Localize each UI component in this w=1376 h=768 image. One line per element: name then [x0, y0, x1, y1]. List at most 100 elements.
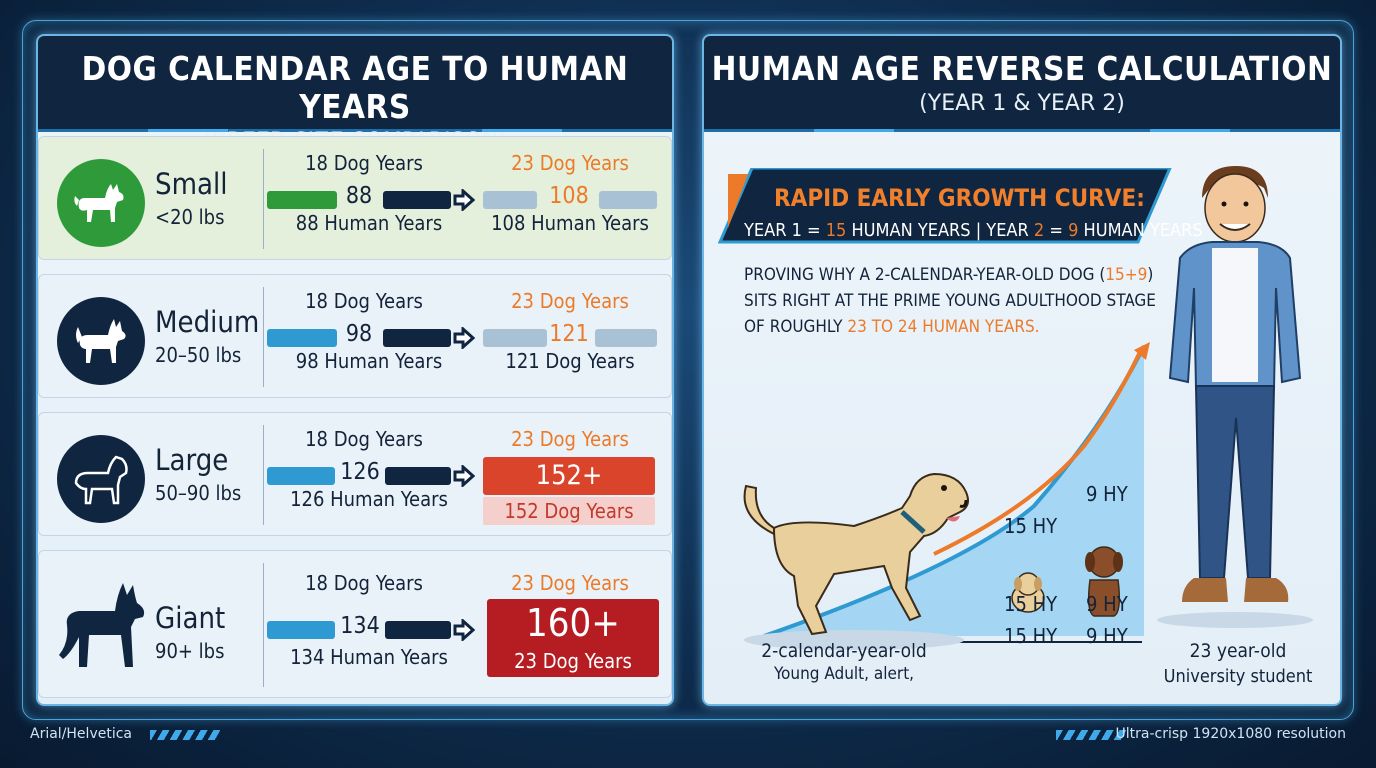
- divider: [263, 563, 264, 687]
- col2-value: 152+: [535, 460, 603, 491]
- col2-bar: [483, 329, 547, 347]
- col1-bar-tail: [383, 329, 451, 347]
- left-panel-header: DOG CALENDAR AGE TO HUMAN YEARS (BREED S…: [38, 36, 672, 154]
- medium-dog-icon: [57, 297, 145, 385]
- banner-highlight: 2: [1033, 220, 1045, 241]
- col1-value: 126: [340, 459, 380, 485]
- banner-title: RAPID EARLY GROWTH CURVE:: [774, 184, 1145, 212]
- col1-bar: [267, 329, 337, 347]
- banner-text: =: [1044, 220, 1069, 241]
- breed-name: Large: [155, 443, 229, 477]
- hy-label: 9 HY: [1086, 482, 1128, 506]
- col2-label: 23 Dog Years: [511, 289, 629, 313]
- right-panel-title: HUMAN AGE REVERSE CALCULATION: [711, 49, 1333, 88]
- breed-name: Medium: [155, 305, 260, 339]
- breed-weight: 90+ lbs: [155, 639, 225, 663]
- banner-text: HUMAN YEARS | YEAR: [846, 220, 1034, 241]
- banner-subtitle: YEAR 1 = 15 HUMAN YEARS | YEAR 2 = 9 HUM…: [744, 220, 1203, 241]
- small-dog-icon: [57, 159, 145, 247]
- right-panel-header: HUMAN AGE REVERSE CALCULATION (YEAR 1 & …: [704, 36, 1340, 132]
- hy-label: 9 HY: [1086, 592, 1128, 616]
- breed-weight: <20 lbs: [155, 205, 225, 229]
- col1-bar-tail: [383, 191, 451, 209]
- proof-highlight: 23 TO 24 HUMAN YEARS.: [847, 317, 1040, 337]
- arrow-right-icon: [453, 327, 475, 349]
- col2-highlight-box: [487, 599, 659, 677]
- left-panel-title: DOG CALENDAR AGE TO HUMAN YEARS: [81, 49, 629, 126]
- col2-caption: 121 Dog Years: [505, 349, 635, 373]
- col2-highlight-box: [483, 457, 655, 495]
- col1-caption: 126 Human Years: [290, 487, 448, 511]
- col2-value: 121: [549, 321, 589, 347]
- breed-weight: 50–90 lbs: [155, 481, 242, 505]
- col1-label: 18 Dog Years: [305, 151, 423, 175]
- proof-text: PROVING WHY A 2-CALENDAR-YEAR-OLD DOG (1…: [744, 262, 1164, 340]
- col1-caption: 98 Human Years: [295, 349, 443, 373]
- brown-dog-icon: [1085, 546, 1123, 617]
- hy-label: 9 HY: [1086, 624, 1128, 648]
- right-panel-subtitle: (YEAR 1 & YEAR 2): [919, 91, 1125, 116]
- puppy-icon: [1011, 572, 1045, 613]
- growth-curve-banner: [718, 168, 1172, 244]
- col2-caption: 152 Dog Years: [504, 499, 634, 523]
- breed-row-small: Small <20 lbs 18 Dog Years 88 88 Human Y…: [38, 136, 672, 260]
- banner-text: YEAR 1 =: [744, 220, 826, 241]
- col2-bar-tail: [595, 329, 657, 347]
- col1-label: 18 Dog Years: [305, 289, 423, 313]
- breed-name: Giant: [155, 601, 226, 635]
- large-dog-icon: [57, 435, 145, 523]
- col1-bar: [267, 191, 337, 209]
- footer-resolution-note: Ultra-crisp 1920x1080 resolution: [1115, 726, 1346, 742]
- banner-highlight: 9: [1068, 220, 1079, 241]
- divider: [263, 149, 264, 249]
- proof-line: PROVING WHY A 2-CALENDAR-YEAR-OLD DOG (1…: [744, 262, 1164, 288]
- divider: [263, 287, 264, 387]
- col1-bar: [267, 621, 335, 639]
- growth-curve-illustration: [763, 342, 1150, 643]
- footer-stripes: [150, 730, 220, 740]
- col2-caption: 23 Dog Years: [514, 649, 632, 673]
- breed-row-large: Large 50–90 lbs 18 Dog Years 126 126 Hum…: [38, 412, 672, 536]
- header-accent: [1150, 129, 1230, 132]
- proof-highlight: 15+9: [1105, 265, 1148, 285]
- col1-value: 88: [345, 183, 373, 209]
- hy-label: 15 HY: [1004, 514, 1058, 538]
- col1-bar-tail: [385, 467, 451, 485]
- header-accent: [482, 129, 562, 132]
- header-accent: [148, 129, 228, 132]
- col1-caption: 134 Human Years: [290, 645, 448, 669]
- arrow-right-icon: [453, 465, 475, 487]
- labrador-dog-icon: [743, 472, 969, 650]
- col1-label: 18 Dog Years: [305, 427, 423, 451]
- col2-value: 160+: [526, 601, 620, 645]
- hy-label: 15 HY: [1004, 592, 1058, 616]
- col2-label: 23 Dog Years: [511, 571, 629, 595]
- breed-weight: 20–50 lbs: [155, 343, 242, 367]
- col2-label: 23 Dog Years: [511, 427, 629, 451]
- proof-line: SITS RIGHT AT THE PRIME YOUNG ADULTHOOD …: [744, 291, 1156, 311]
- divider: [263, 425, 264, 525]
- col1-bar-tail: [385, 621, 451, 639]
- arrow-right-icon: [453, 189, 475, 211]
- col1-label: 18 Dog Years: [305, 571, 423, 595]
- student-icon: [1157, 166, 1313, 628]
- banner-text: HUMAN YEARS: [1078, 220, 1203, 241]
- footer-font-note: Arial/Helvetica: [30, 726, 132, 742]
- col1-caption: 88 Human Years: [295, 211, 443, 235]
- col1-value: 98: [345, 321, 373, 347]
- footer-stripes: [1056, 730, 1126, 740]
- col2-caption: 108 Human Years: [491, 211, 649, 235]
- dog-caption: 2-calendar-year-old: [761, 640, 927, 662]
- breed-row-giant: Giant 90+ lbs 18 Dog Years 134 134 Human…: [38, 550, 672, 698]
- proof-text-part: OF ROUGHLY: [744, 317, 848, 337]
- hy-label: 15 HY: [1004, 624, 1058, 648]
- col2-bar: [483, 191, 537, 209]
- header-accent: [814, 129, 894, 132]
- col1-value: 134: [340, 613, 380, 639]
- col2-bar-tail: [599, 191, 657, 209]
- outer-frame: [22, 20, 1354, 720]
- proof-line: OF ROUGHLY 23 TO 24 HUMAN YEARS.: [744, 314, 1164, 340]
- proof-text-part: ): [1147, 265, 1154, 285]
- banner-highlight: 15: [825, 220, 847, 241]
- dog-caption: Young Adult, alert,: [773, 664, 915, 684]
